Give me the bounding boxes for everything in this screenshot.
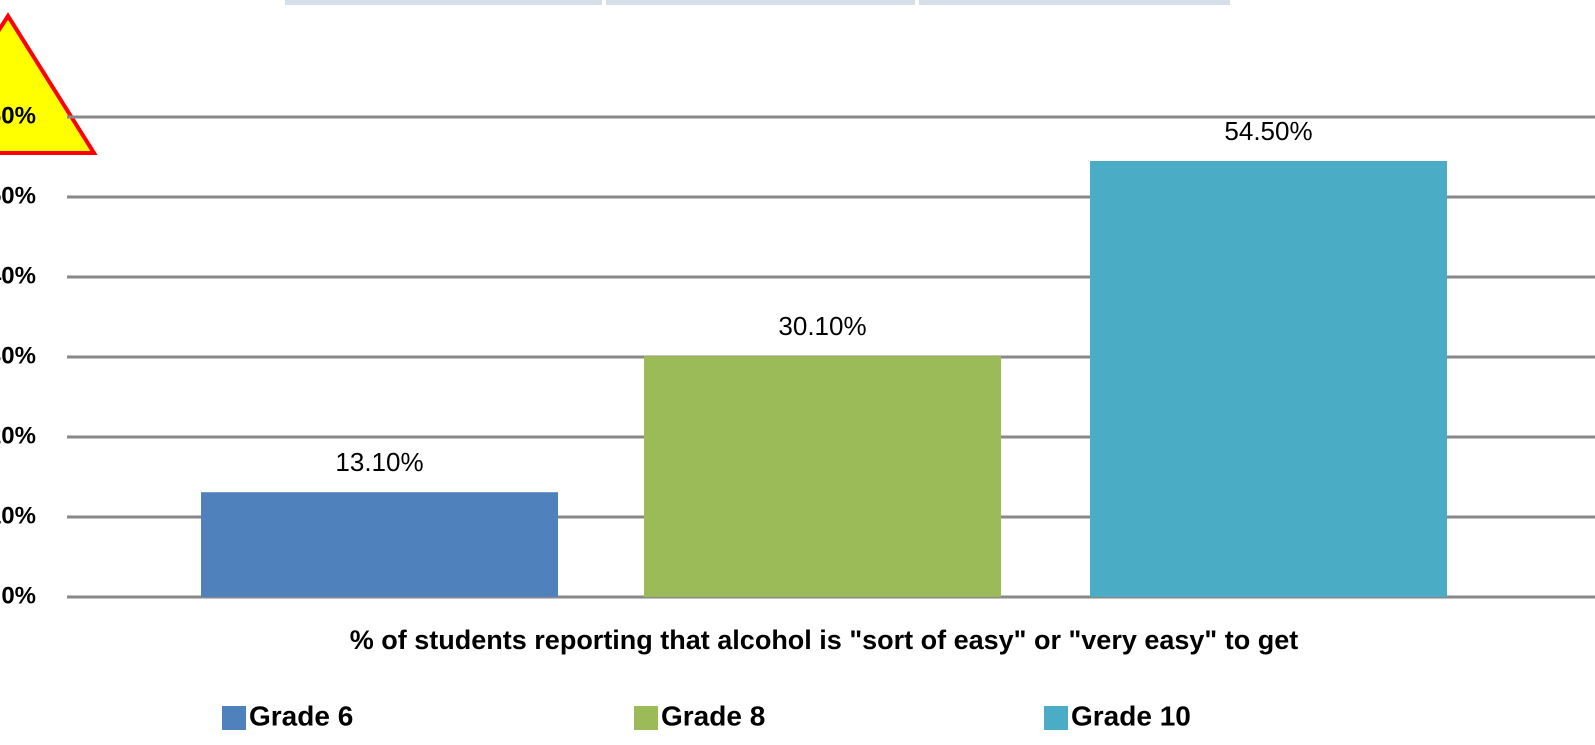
plot: 0% 10% 20% 30% 40% 50% 60% 13.10% Grade 6 30.10% G… bbox=[0, 102, 1595, 731]
y-tick-label: 60% bbox=[0, 102, 36, 129]
y-tick-label: 30% bbox=[0, 342, 36, 369]
top-tab bbox=[285, 0, 602, 5]
legend-label: Grade 6 bbox=[249, 700, 353, 731]
data-label: 30.10% bbox=[778, 311, 866, 341]
top-tab bbox=[606, 0, 915, 5]
legend-label: Grade 8 bbox=[661, 700, 765, 731]
bar bbox=[644, 356, 1001, 597]
legend-swatch bbox=[1044, 706, 1068, 730]
top-tab bbox=[919, 0, 1230, 5]
warning-icon bbox=[0, 12, 98, 155]
legend-label: Grade 10 bbox=[1071, 700, 1191, 731]
y-tick-label: 0% bbox=[1, 582, 36, 609]
data-label: 13.10% bbox=[335, 447, 423, 477]
y-tick-label: 40% bbox=[0, 262, 36, 289]
data-label: 54.50% bbox=[1224, 116, 1312, 146]
legend-swatch bbox=[634, 706, 658, 730]
y-tick-label: 50% bbox=[0, 182, 36, 209]
y-tick-label: 20% bbox=[0, 422, 36, 449]
x-axis-label: % of students reporting that alcohol is … bbox=[350, 625, 1298, 655]
bar bbox=[1090, 161, 1447, 597]
y-tick-label: 10% bbox=[0, 502, 36, 529]
legend-swatch bbox=[222, 706, 246, 730]
bar bbox=[201, 492, 558, 597]
